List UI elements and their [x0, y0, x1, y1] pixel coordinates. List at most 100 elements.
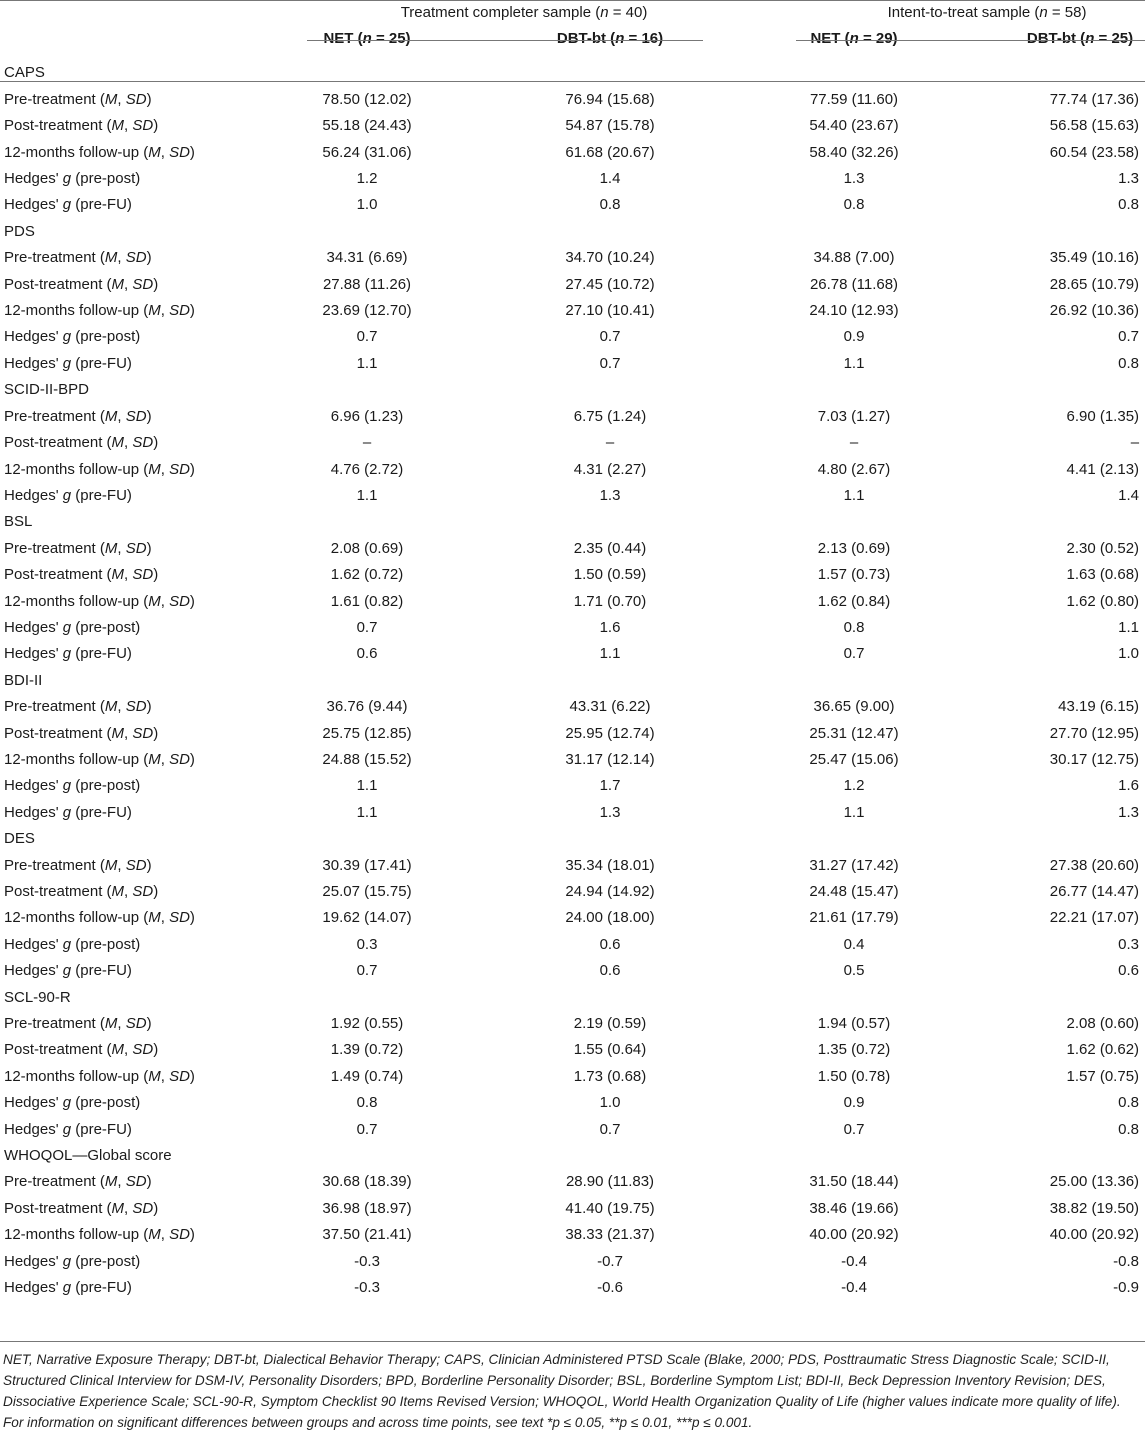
group-header-completer: Treatment completer sample (n = 40) [305, 0, 799, 26]
table-cell: 2.13 (0.69) [817, 539, 891, 557]
table-cell: 40.00 (20.92) [809, 1226, 899, 1244]
table-cell: 34.88 (7.00) [813, 249, 895, 267]
table-cell: 2.35 (0.44) [573, 539, 647, 557]
table-row: Pre-treatment (M, SD) 36.76 (9.44) 43.31 (… [0, 694, 1145, 720]
section-header-row: SCID-II-BPD [0, 377, 1145, 403]
table-cell: 1.62 (0.72) [330, 566, 404, 584]
row-label: Hedges' g (pre-post) [4, 1094, 141, 1112]
table-cell: – [362, 434, 372, 452]
table-cell: 0.8 [1118, 196, 1140, 214]
table-cell: 1.73 (0.68) [573, 1067, 647, 1085]
row-label: Hedges' g (pre-FU) [4, 1120, 132, 1138]
table-cell: 25.31 (12.47) [809, 724, 899, 742]
section-title: WHOQOL—Global score [4, 1147, 172, 1165]
table-row: Hedges' g (pre-post) 0.3 0.6 0.4 0.3 [0, 932, 1145, 958]
table-cell: 38.46 (19.66) [809, 1199, 899, 1217]
table-cell: 1.61 (0.82) [330, 592, 404, 610]
table-cell: 34.31 (6.69) [326, 249, 408, 267]
row-label: 12-months follow-up (M, SD) [4, 1226, 195, 1244]
table-cell: 2.30 (0.52) [1066, 539, 1140, 557]
table-cell: 1.62 (0.80) [1066, 592, 1140, 610]
row-label: Post-treatment (M, SD) [4, 1041, 159, 1059]
table-row: Hedges' g (pre-post) 0.8 1.0 0.9 0.8 [0, 1090, 1145, 1116]
section-header-row: DES [0, 826, 1145, 852]
table-cell: 36.65 (9.00) [813, 698, 895, 716]
table-cell: 1.1 [356, 803, 378, 821]
group-header-itt: Intent-to-treat sample (n = 58) [799, 0, 1145, 26]
row-label: Hedges' g (pre-FU) [4, 354, 132, 372]
table-row: Hedges' g (pre-post) 1.1 1.7 1.2 1.6 [0, 773, 1145, 799]
table-row: Hedges' g (pre-FU) 0.7 0.6 0.5 0.6 [0, 958, 1145, 984]
row-label: Post-treatment (M, SD) [4, 566, 159, 584]
table-cell: 1.57 (0.75) [1066, 1067, 1140, 1085]
group-header-itt-label: Intent-to-treat sample (n = 58) [887, 4, 1087, 21]
table-cell: 0.7 [599, 1120, 621, 1138]
header-bottom-rule [0, 81, 1145, 82]
table-cell: 28.90 (11.83) [565, 1173, 655, 1191]
table-cell: 60.54 (23.58) [1049, 143, 1140, 161]
table-cell: 25.00 (13.36) [1049, 1173, 1140, 1191]
table-cell: 4.31 (2.27) [573, 460, 647, 478]
table-row: Post-treatment (M, SD) 1.39 (0.72) 1.55 (0… [0, 1037, 1145, 1063]
table-cell: 36.76 (9.44) [326, 698, 408, 716]
table-cell: 61.68 (20.67) [565, 143, 655, 161]
table-cell: 1.2 [843, 777, 865, 795]
table-cell: -0.4 [841, 1252, 867, 1270]
section-header-row: BDI-II [0, 668, 1145, 694]
table-cell: 0.7 [599, 354, 621, 372]
table-row: Hedges' g (pre-FU) -0.3 -0.6 -0.4 -0.9 [0, 1275, 1145, 1301]
section-title: DES [4, 830, 35, 848]
row-label: Hedges' g (pre-FU) [4, 1279, 132, 1297]
table-cell: 1.50 (0.59) [573, 566, 647, 584]
table-row: Hedges' g (pre-post) 0.7 1.6 0.8 1.1 [0, 615, 1145, 641]
table-cell: 0.6 [356, 645, 378, 663]
row-label: Pre-treatment (M, SD) [4, 90, 152, 108]
table-cell: 58.40 (32.26) [809, 143, 899, 161]
table-cell: 0.3 [1118, 935, 1140, 953]
table-row: Hedges' g (pre-post) 1.2 1.4 1.3 1.3 [0, 166, 1145, 192]
table-cell: 4.76 (2.72) [330, 460, 404, 478]
row-label: Pre-treatment (M, SD) [4, 698, 152, 716]
row-label: Hedges' g (pre-FU) [4, 645, 132, 663]
table-cell: 0.7 [356, 618, 378, 636]
table-row: Hedges' g (pre-FU) 1.1 0.7 1.1 0.8 [0, 351, 1145, 377]
column-header-2: DBT-bt (n = 16) [556, 30, 664, 48]
row-label: Pre-treatment (M, SD) [4, 249, 152, 267]
table-cell: 1.2 [356, 170, 378, 188]
column-headers: NET (n = 25) DBT-bt (n = 16) NET (n = 29) D… [305, 26, 1145, 60]
table-cell: 0.4 [843, 935, 865, 953]
table-cell: 76.94 (15.68) [565, 90, 655, 108]
table-cell: 30.17 (12.75) [1049, 750, 1140, 768]
table-cell: 0.7 [843, 645, 865, 663]
section-title: SCID-II-BPD [4, 381, 90, 399]
table-cell: 0.8 [1118, 354, 1140, 372]
row-label: Post-treatment (M, SD) [4, 434, 159, 452]
table-row: Post-treatment (M, SD) – – – – [0, 430, 1145, 456]
row-label: Pre-treatment (M, SD) [4, 539, 152, 557]
table-row: 12-months follow-up (M, SD) 4.76 (2.72) 4.… [0, 457, 1145, 483]
table-cell: 21.61 (17.79) [809, 909, 899, 927]
table-cell: 55.18 (24.43) [322, 117, 412, 135]
table-cell: 1.62 (0.62) [1066, 1041, 1140, 1059]
table-cell: 1.3 [843, 170, 865, 188]
row-label: Hedges' g (pre-FU) [4, 962, 132, 980]
table-cell: 0.7 [356, 328, 378, 346]
table-cell: 1.7 [599, 777, 621, 795]
table-cell: 24.48 (15.47) [809, 883, 899, 900]
row-label: 12-months follow-up (M, SD) [4, 909, 195, 927]
table-cell: 40.00 (20.92) [1049, 1226, 1140, 1244]
table-cell: 1.6 [599, 618, 621, 636]
table-cell: 27.88 (11.26) [322, 275, 412, 293]
table-cell: 56.58 (15.63) [1049, 117, 1140, 135]
table-row: Pre-treatment (M, SD) 6.96 (1.23) 6.75 (1.… [0, 404, 1145, 430]
table-cell: 2.19 (0.59) [573, 1015, 647, 1033]
table-cell: 6.90 (1.35) [1066, 407, 1140, 425]
table-cell: -0.9 [1113, 1279, 1140, 1297]
table-cell: -0.3 [354, 1252, 380, 1270]
table-cell: – [1130, 434, 1140, 452]
table-cell: 1.35 (0.72) [817, 1041, 891, 1059]
column-header-3: NET (n = 29) [810, 30, 898, 48]
row-label: Pre-treatment (M, SD) [4, 1173, 152, 1191]
table-row: Pre-treatment (M, SD) 30.39 (17.41) 35.34 … [0, 853, 1145, 879]
